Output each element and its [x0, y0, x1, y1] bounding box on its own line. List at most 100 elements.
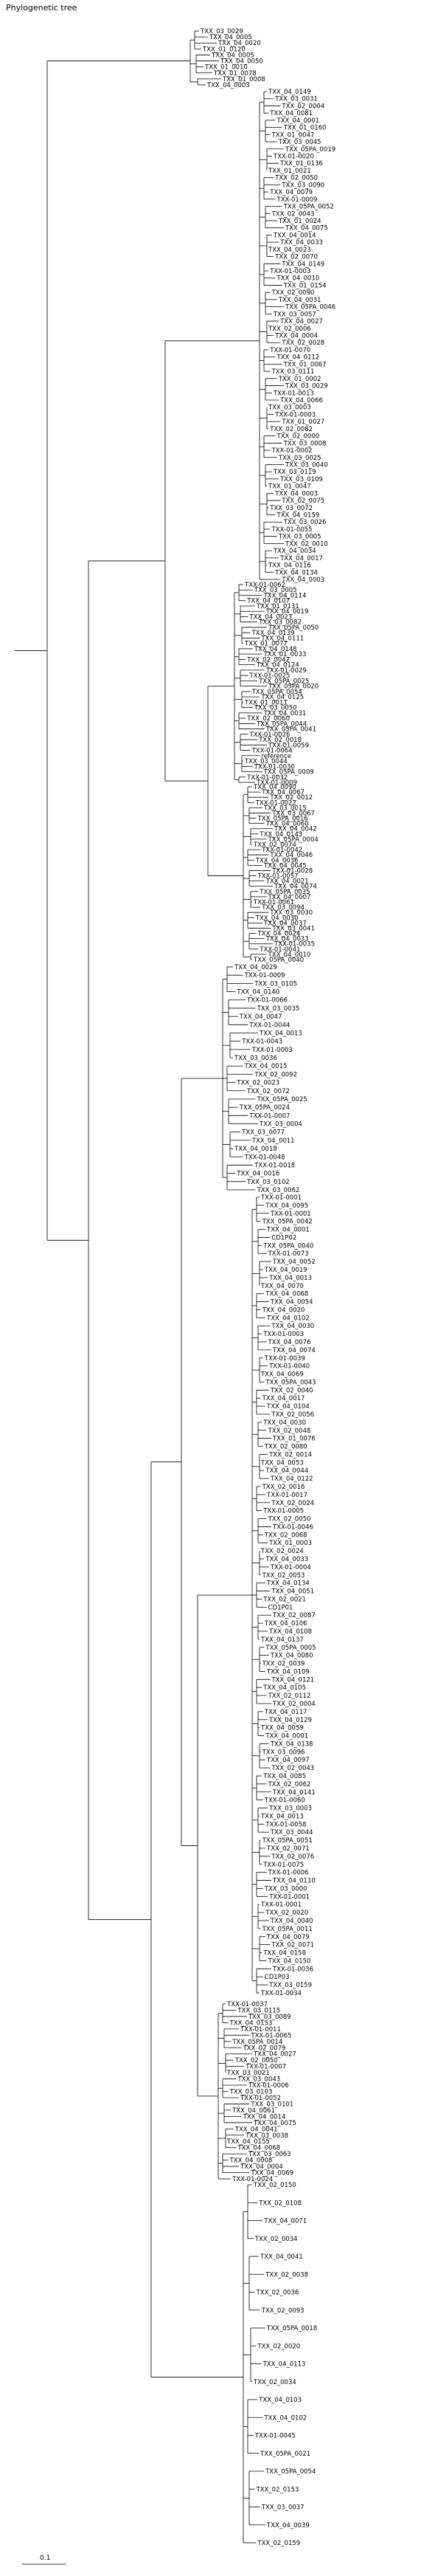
leaf-label: TXX_02_0087 [272, 1612, 316, 1619]
leaf-label: TXX_03_0159 [268, 1982, 312, 1989]
leaf-label: TXX_02_0056 [271, 1411, 314, 1419]
leaf-label: TXX_04_0041 [234, 2126, 278, 2133]
leaf-label: TXX_03_0072 [269, 505, 313, 512]
leaf-label: TXX_04_0013 [260, 1813, 304, 1820]
leaf-label: TXX_02_0068 [264, 1532, 307, 1539]
leaf-label: TXX_01_0011 [244, 699, 288, 706]
leaf-label: TXX_04_0040 [270, 1918, 313, 1925]
scale-bar-label: 0.1 [40, 2555, 50, 2562]
leaf-label: TXX-01-0003 [274, 411, 316, 419]
leaf-label: TXX_05PA_0050 [268, 624, 319, 632]
leaf-label: TXX-01-0001 [260, 1194, 302, 1202]
leaf-label: TXX_05PA_0040 [253, 957, 304, 964]
leaf-label: TXX_02_0071 [271, 1942, 314, 1949]
leaf-label: TXX_03_0062 [257, 1187, 300, 1194]
leaf-label: TXX_04_0125 [260, 694, 304, 701]
leaf-label: TXX-01-0009 [244, 972, 285, 979]
leaf-label: TXX_04_0109 [266, 1668, 310, 1676]
leaf-label: TXX_04_0005 [209, 34, 252, 41]
leaf-label: TXX_01_0002 [278, 376, 321, 383]
leaf-label: TXX_01_0160 [283, 125, 327, 132]
leaf-label: TXX-01-0043 [241, 1039, 282, 1046]
leaf-label: TXX_05PA_0024 [239, 1104, 290, 1112]
leaf-label: TXX_04_0114 [263, 592, 307, 599]
leaf-label: TXX_04_0021 [265, 878, 309, 886]
leaf-label: TXX_04_0159 [276, 512, 320, 520]
leaf-label: TXX_05PA_0021 [260, 2451, 310, 2458]
leaf-label: TXX-01-0046 [272, 1523, 313, 1531]
leaf-label: TXX_01_0136 [279, 160, 323, 168]
leaf-label: TXX_04_0060 [265, 821, 309, 828]
leaf-label: TXX_02_0079 [243, 2045, 286, 2052]
leaf-label: TXX_04_0008 [229, 2157, 273, 2165]
leaf-label: TXX-01-0044 [248, 1022, 290, 1029]
leaf-label: TXX_02_0093 [261, 2307, 304, 2315]
leaf-label: TXX_04_0075 [253, 2120, 296, 2127]
leaf-label: TXX_02_0038 [265, 2271, 308, 2279]
leaf-label: TXX_03_0003 [268, 1805, 312, 1813]
leaf-label: TXX_02_0048 [268, 1428, 311, 1435]
leaf-label: TXX_02_0159 [257, 2540, 300, 2547]
leaf-label: TXX_04_0003 [206, 82, 250, 89]
leaf-label: TXX-01-0035 [274, 941, 315, 948]
leaf-label: TXX-01-0001 [268, 1893, 310, 1901]
leaf-label: TXX_04_0046 [269, 852, 313, 859]
leaf-label: TXX_04_0019 [264, 1267, 307, 1274]
leaf-label: TXX_02_0010 [285, 540, 328, 548]
leaf-label: TXX_04_0042 [274, 826, 317, 833]
leaf-label: TXX_04_0110 [272, 1878, 316, 1885]
leaf-label: TXX_03_0015 [263, 805, 307, 812]
leaf-label: TXX_05PA_0052 [283, 204, 334, 211]
leaf-label: TXX_02_0074 [253, 841, 296, 849]
leaf-label: TXX_02_0039 [262, 1661, 305, 1668]
leaf-label: TXX_04_0069 [260, 1371, 304, 1379]
leaf-label: TXX_04_0003 [274, 490, 318, 497]
leaf-label: TXX_01_0008 [222, 76, 265, 83]
leaf-label: TXX_01_0131 [256, 603, 299, 610]
leaf-label: TXX_04_0030 [255, 915, 299, 922]
leaf-label: TXX_01_0033 [263, 651, 307, 658]
leaf-label: TXX_02_0153 [256, 2486, 299, 2493]
leaf-label: TXX-01-0003 [251, 1047, 293, 1054]
leaf-label: TXX_04_0053 [260, 1459, 304, 1467]
leaf-label: TXX_03_0050 [254, 705, 297, 712]
leaf-label: TXX_03_0103 [229, 2089, 273, 2096]
leaf-label: TXX_04_0010 [268, 951, 311, 959]
leaf-label: TXX_04_0149 [268, 89, 311, 96]
leaf-label: TXX_01_0120 [202, 46, 246, 53]
leaf-label: TXX-01-0066 [246, 997, 288, 1005]
leaf-label: TXX_03_0044 [244, 758, 288, 765]
leaf-label: TXX_04_0014 [243, 2113, 286, 2121]
leaf-label: TXX-01-0004 [270, 1564, 311, 1571]
leaf-label: TXX-01-0006 [268, 1870, 309, 1877]
leaf-label: TXX_04_0074 [274, 884, 317, 891]
leaf-label: TXX_04_0070 [260, 1283, 304, 1290]
leaf-label: TXX_04_0037 [263, 920, 307, 927]
leaf-label: TXX_04_0116 [268, 562, 311, 570]
leaf-label: TXX-01-0020 [273, 153, 314, 160]
leaf-label: TXX_03_0030 [269, 909, 313, 917]
leaf-label: TXX_04_0068 [265, 1291, 308, 1298]
leaf-label: TXX_03_0089 [248, 2014, 291, 2021]
leaf-label: TXX-01-0073 [268, 1250, 309, 1258]
leaf-label: TXX_04_0090 [253, 784, 296, 791]
leaf-label: CD1P02 [271, 1234, 296, 1241]
leaf-label: TXX_04_0079 [269, 189, 313, 196]
leaf-label: TXX_04_0051 [271, 1588, 314, 1596]
leaf-label: TXX_04_0010 [276, 275, 320, 283]
leaf-label: TXX_02_0072 [246, 1088, 290, 1095]
leaf-label: TXX-01-0037 [226, 2001, 268, 2008]
leaf-label: TXX_02_0023 [236, 1080, 279, 1087]
leaf-label: TXX_04_0129 [268, 1717, 312, 1724]
leaf-label: TXX_04_0017 [279, 555, 323, 562]
leaf-label: TXX_05PA_0054 [251, 689, 302, 696]
leaf-label: TXX_05PA_0051 [262, 1837, 313, 1845]
leaf-label: TXX_04_0061 [232, 2107, 275, 2115]
leaf-label: TXX_03_0111 [271, 368, 315, 376]
leaf-label: TXX_04_0134 [266, 1580, 310, 1588]
scale-bar: 0.1 [22, 2555, 66, 2565]
leaf-label: TXX-01-0018 [254, 1162, 295, 1169]
leaf-label: TXX_04_0003 [281, 576, 324, 584]
leaf-label: TXX_04_0069 [250, 2170, 293, 2177]
